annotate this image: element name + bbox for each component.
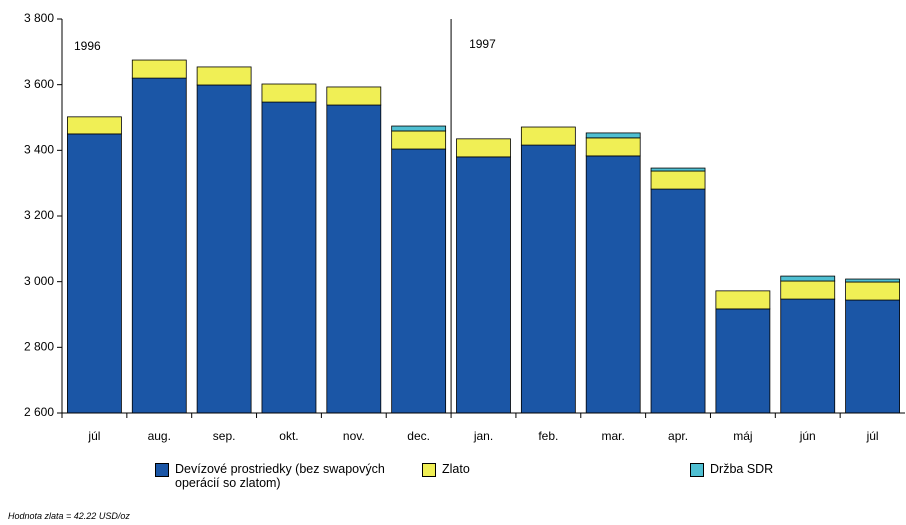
- bar-segment: [196, 84, 252, 414]
- bar-segment: [650, 170, 706, 190]
- footnote: Hodnota zlata = 42.22 USD/oz: [8, 511, 130, 521]
- y-tick-label: 3 400: [24, 143, 54, 157]
- y-tick-label: 3 000: [24, 274, 54, 288]
- legend-swatch: [422, 463, 436, 477]
- legend-label: Držba SDR: [710, 462, 774, 476]
- bar-segment: [780, 298, 836, 414]
- bar-segment: [715, 308, 771, 414]
- bar-segment: [845, 281, 900, 301]
- x-tick-label: feb.: [538, 429, 558, 443]
- bar-segment: [67, 133, 122, 414]
- x-tick-label: jan.: [473, 429, 493, 443]
- legend: Devízové prostriedky (bez swapových oper…: [155, 462, 895, 502]
- x-tick-label: júl: [87, 429, 100, 443]
- bar-segment: [780, 280, 836, 300]
- bar-segment: [391, 125, 447, 132]
- x-tick-label: nov.: [343, 429, 365, 443]
- legend-label: Zlato: [442, 462, 470, 476]
- legend-item: Devízové prostriedky (bez swapových oper…: [155, 462, 425, 490]
- bar-segment: [520, 126, 576, 146]
- year-label: 1997: [469, 37, 496, 51]
- year-label: 1996: [74, 39, 101, 53]
- x-tick-label: sep.: [213, 429, 236, 443]
- bar-segment: [131, 59, 187, 79]
- bar-segment: [196, 66, 252, 86]
- legend-swatch: [690, 463, 704, 477]
- bar-segment: [67, 116, 122, 135]
- bar-segment: [391, 148, 447, 414]
- legend-item: Zlato: [422, 462, 470, 477]
- bar-segment: [650, 167, 706, 172]
- x-tick-label: dec.: [407, 429, 430, 443]
- bar-segment: [456, 138, 511, 158]
- bar-segment: [261, 101, 317, 414]
- bar-segment: [520, 144, 576, 414]
- x-tick-label: júl: [866, 429, 879, 443]
- bar-segment: [585, 155, 641, 414]
- bar-segment: [131, 77, 187, 414]
- x-tick-label: mar.: [602, 429, 625, 443]
- bar-segment: [456, 156, 511, 414]
- bar-segment: [585, 132, 641, 139]
- bar-segment: [845, 299, 900, 414]
- chart: 2 600 2 800 3 000 3 200 3 400 3 600 3 800 júl au…: [24, 11, 905, 443]
- y-tick-label: 3 600: [24, 77, 54, 91]
- bar-segment: [326, 86, 382, 106]
- bar-segment: [650, 188, 706, 414]
- bar-segment: [261, 83, 317, 103]
- bar-segment: [845, 278, 900, 283]
- x-tick-label: aug.: [148, 429, 171, 443]
- legend-label: Devízové prostriedky (bez swapových oper…: [175, 462, 385, 490]
- y-tick-label: 3 200: [24, 208, 54, 222]
- y-tick-label: 3 800: [24, 11, 54, 25]
- x-tick-label: máj: [733, 429, 752, 443]
- bar-segment: [326, 104, 382, 414]
- bar-segment: [715, 290, 771, 310]
- bar-segment: [585, 137, 641, 157]
- y-tick-label: 2 800: [24, 340, 54, 354]
- x-tick-label: apr.: [668, 429, 688, 443]
- bar-segment: [391, 130, 447, 150]
- bar-segment: [780, 275, 836, 282]
- legend-swatch: [155, 463, 169, 477]
- legend-item: Držba SDR: [690, 462, 773, 477]
- y-tick-label: 2 600: [24, 405, 54, 419]
- x-tick-label: jún: [799, 429, 816, 443]
- x-tick-label: okt.: [279, 429, 298, 443]
